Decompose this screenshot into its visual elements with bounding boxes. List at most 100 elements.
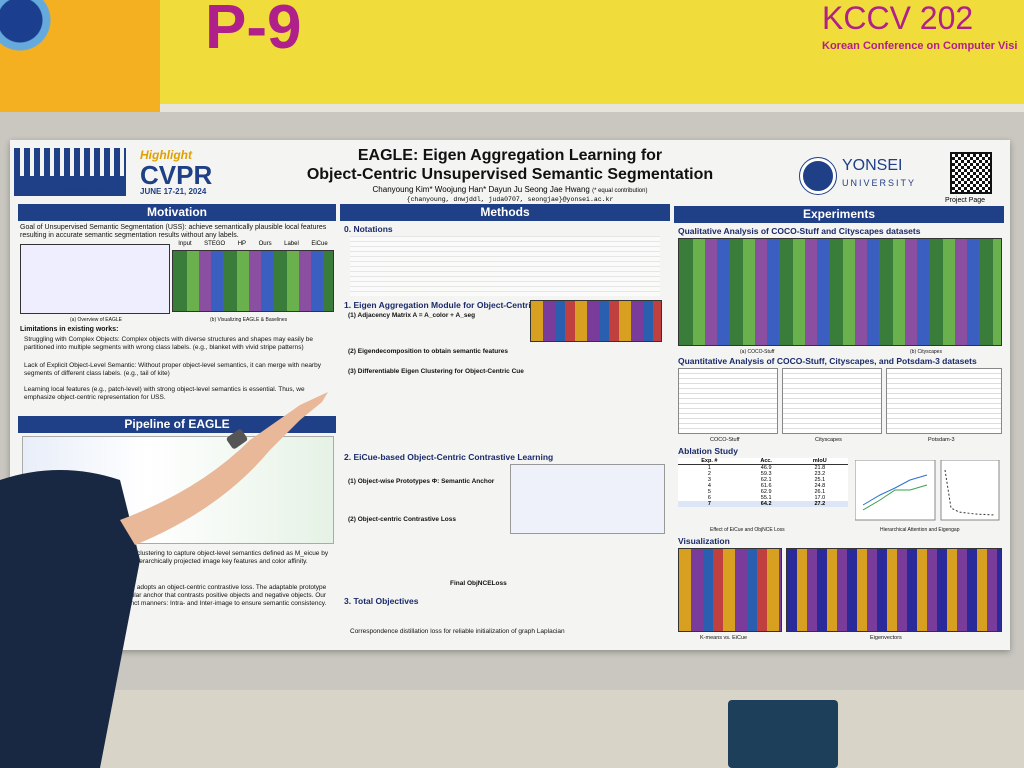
table-cell: 1	[707, 465, 711, 471]
table-cell: 5	[707, 489, 711, 495]
section-heading: Methods	[340, 204, 670, 221]
figure-columns: Input STEGO HP Ours Label EiCue	[172, 241, 334, 247]
section-heading: Pipeline of EAGLE	[18, 416, 336, 433]
overview-figure	[20, 244, 170, 314]
equal-note: (* equal contribution)	[592, 188, 648, 194]
table-row: 3 62.1 25.1	[678, 477, 848, 483]
qr-code	[950, 152, 992, 194]
table-cell: 7	[707, 501, 711, 507]
bag	[728, 700, 838, 768]
title-rest: : Eigen Aggregation Learning for	[412, 147, 663, 164]
contrastive-figure	[510, 464, 665, 534]
exp-heading: Qualitative Analysis of COCO-Stuff and C…	[678, 226, 921, 236]
plot-line	[862, 474, 928, 506]
table-header: Acc.	[760, 458, 772, 464]
table-row: 2 59.3 23.2	[678, 471, 848, 477]
column-label: STEGO	[204, 241, 226, 247]
column-label: HP	[237, 241, 247, 247]
table-header: Exp. #	[701, 458, 718, 464]
booth-number: P-9	[205, 0, 302, 62]
result-table	[886, 368, 1002, 434]
column-label: Label	[284, 241, 299, 247]
table-row: 4 61.6 24.8	[678, 483, 848, 489]
table-cell: 62.9	[760, 489, 772, 495]
caption: (b) Cityscapes	[910, 349, 942, 355]
caption: K-means vs. EiCue	[700, 635, 748, 641]
table-cell: 4	[707, 483, 711, 489]
venue: CVPR	[140, 160, 213, 190]
table-cell: 62.1	[760, 477, 772, 483]
university: YONSEI UNIVERSITY	[842, 158, 916, 191]
person-arm	[120, 392, 328, 545]
authors: Chanyoung Kim* Woojung Han* Dayun Ju Seo…	[270, 185, 750, 194]
banner: P-9 KCCV 202 Korean Conference on Comput…	[0, 0, 1024, 112]
person-body	[0, 470, 140, 768]
qualitative-grid	[678, 238, 1002, 346]
bullet: Lack of Explicit Object-Level Semantic: …	[24, 362, 321, 377]
table-row: 6 55.1 17.0	[678, 495, 848, 501]
caption: (a) COCO-Stuff	[740, 349, 775, 355]
column-label: Input	[178, 241, 192, 247]
result-table	[678, 368, 778, 434]
title-line2: Object-Centric Unsupervised Semantic Seg…	[306, 166, 714, 183]
dates: JUNE 17-21, 2024	[140, 187, 207, 196]
method-heading: 0. Notations	[344, 224, 393, 234]
kmeans-grid	[678, 548, 782, 632]
column-label: Ours	[258, 241, 272, 247]
table-cell: 24.8	[814, 483, 826, 489]
table-cell: 6	[707, 495, 711, 501]
pipeline-text: EiCue-based ObjNCELoss: Our model adopts…	[24, 584, 327, 607]
university-seal	[799, 157, 837, 195]
table-cell: 55.1	[760, 495, 772, 501]
exp-heading: Quantitative Analysis of COCO-Stuff, Cit…	[678, 356, 977, 366]
caption: Hierarchical Attention and Eigengap	[880, 527, 960, 533]
caption: COCO-Stuff	[710, 437, 740, 443]
caption: Cityscapes	[815, 437, 842, 443]
floor	[0, 690, 1024, 768]
table-cell: 23.2	[814, 471, 826, 477]
place: SEATTLE, WA	[60, 188, 107, 195]
table-header: mIoU	[812, 458, 827, 464]
column-label: EiCue	[311, 241, 328, 247]
skyline-logo	[14, 148, 126, 196]
person	[0, 392, 328, 768]
university-name: YONSEI	[842, 157, 903, 174]
method-subheading: (1) Adjacency Matrix A = A_color + A_seg	[348, 312, 476, 319]
poster: SEATTLE, WA Highlight CVPR JUNE 17-21, 2…	[10, 140, 1010, 650]
table-cell: 3	[707, 477, 711, 483]
figure-caption: (b) Visualizing EAGLE & Baselines	[210, 317, 288, 323]
goal-text: Goal of Unsupervised Semantic Segmentati…	[20, 224, 327, 239]
correspondence-text: Correspondence distillation loss for rel…	[350, 628, 565, 635]
caption: Effect of EiCue and ObjNCE Loss	[710, 527, 785, 533]
table-cell: 27.2	[814, 501, 826, 507]
section-heading: Experiments	[674, 206, 1004, 223]
table-cell: 64.2	[760, 501, 772, 507]
method-heading: 3. Total Objectives	[344, 596, 419, 606]
table-cell: 2	[707, 471, 711, 477]
ablation-table: Exp. # Acc. mIoU 1 46.9 21.8 2 59.3 23.2 3 62.1 25.…	[678, 458, 848, 507]
table-cell: 25.1	[814, 477, 826, 483]
caption: Potsdam-3	[928, 437, 955, 443]
method-subheading: (3) Differentiable Eigen Clustering for …	[348, 368, 524, 375]
exp-heading: Ablation Study	[678, 446, 738, 456]
table-cell: 17.0	[814, 495, 826, 501]
section-heading: Motivation	[18, 204, 336, 221]
method-subheading: (2) Object-centric Contrastive Loss	[348, 516, 456, 523]
method-subheading: (2) Eigendecomposition to obtain semanti…	[348, 348, 508, 355]
eigenvector-grid	[786, 548, 1002, 632]
comparison-figure	[172, 250, 334, 312]
title-main: EAGLE	[357, 147, 413, 164]
table-cell: 61.6	[760, 483, 772, 489]
plot-line	[862, 484, 928, 511]
plot-frame	[940, 460, 1000, 521]
university-word: UNIVERSITY	[842, 178, 917, 188]
table-cell: 46.9	[760, 465, 772, 471]
conference-full: Korean Conference on Computer Visi	[822, 40, 1018, 52]
table-cell: 21.8	[814, 465, 826, 471]
title: EAGLE: Eigen Aggregation Learning for Ob…	[250, 146, 770, 184]
emails: {chanyoung, dnwjddl, juda0707, seongjae}…	[406, 196, 614, 203]
bullet: Struggling with Complex Objects: Complex…	[24, 336, 314, 351]
table-cell: 59.3	[760, 471, 772, 477]
eicue-figure	[530, 300, 662, 342]
